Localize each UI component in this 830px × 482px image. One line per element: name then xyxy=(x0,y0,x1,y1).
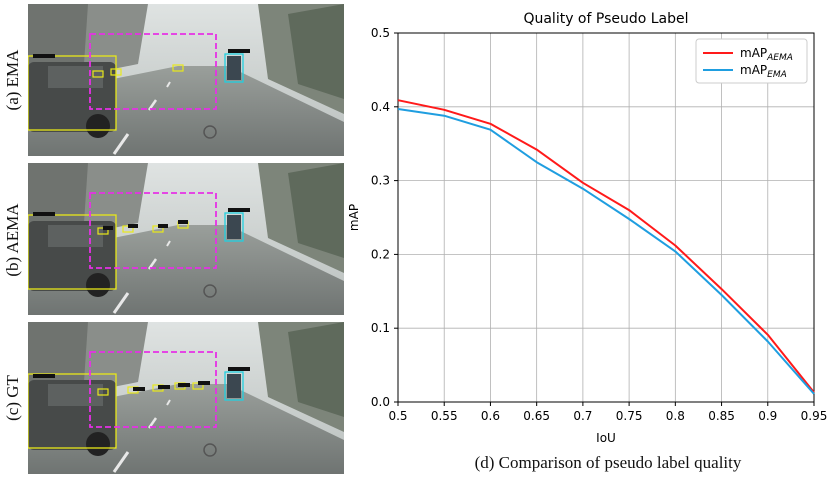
x-tick-label: 0.6 xyxy=(481,409,500,423)
chart-title: Quality of Pseudo Label xyxy=(523,11,688,27)
y-tick-label: 0.3 xyxy=(371,174,390,188)
series-line-ema xyxy=(397,108,815,395)
figure-caption: (d) Comparison of pseudo label quality xyxy=(474,453,742,472)
y-tick-label: 0.2 xyxy=(371,247,390,261)
scene-image-gt xyxy=(28,322,344,474)
y-tick-label: 0.0 xyxy=(371,395,390,409)
x-tick-label: 0.8 xyxy=(666,409,685,423)
scene-image-ema xyxy=(28,4,344,156)
plot-frame xyxy=(397,32,815,403)
scene-image-aema xyxy=(28,163,344,315)
y-tick-label: 0.5 xyxy=(371,26,390,40)
x-tick-label: 0.85 xyxy=(708,409,735,423)
y-tick-label: 0.1 xyxy=(371,321,390,335)
series-line-aema xyxy=(397,99,815,394)
x-tick-label: 0.75 xyxy=(616,409,643,423)
x-tick-label: 0.9 xyxy=(758,409,777,423)
y-tick-label: 0.4 xyxy=(371,100,390,114)
x-axis-label: IoU xyxy=(596,431,616,445)
x-tick-label: 0.55 xyxy=(431,409,458,423)
x-tick-label: 0.65 xyxy=(523,409,550,423)
x-tick-label: 0.7 xyxy=(573,409,592,423)
x-tick-label: 0.5 xyxy=(388,409,407,423)
y-axis-label: mAP xyxy=(347,204,361,231)
x-tick-label: 0.95 xyxy=(801,409,828,423)
